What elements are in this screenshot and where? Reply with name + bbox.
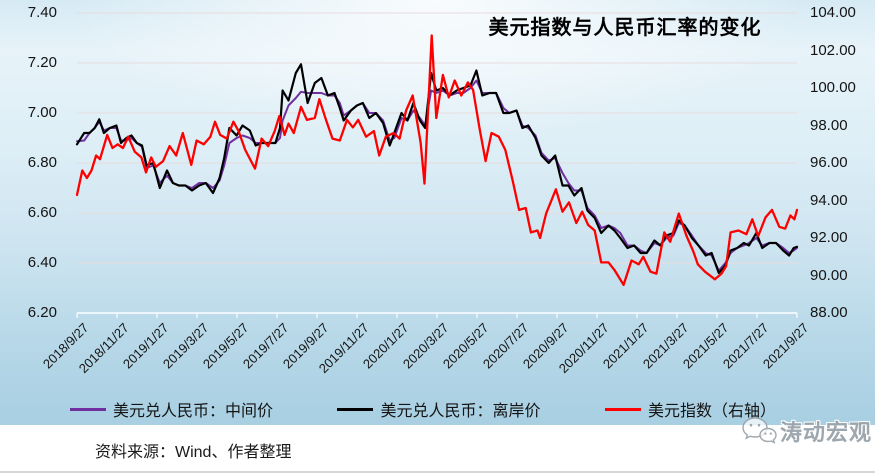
y-axis-label-right: 88.00 <box>810 304 848 321</box>
series-line-1 <box>75 63 799 275</box>
legend-line-purple <box>70 407 106 411</box>
legend: 美元兑人民币：中间价 美元兑人民币：离岸价 美元指数（右轴） <box>70 398 776 420</box>
legend-item-offshore: 美元兑人民币：离岸价 <box>337 397 541 421</box>
plot-svg <box>75 12 799 287</box>
y-axis-label-left: 7.20 <box>27 54 57 71</box>
y-axis-label-right: 94.00 <box>810 191 848 209</box>
legend-line-red <box>604 407 641 411</box>
y-axis-label-left: 6.20 <box>27 304 57 321</box>
y-axis-label-left: 6.80 <box>27 154 57 171</box>
y-axis-label-right: 90.00 <box>810 266 848 284</box>
y-axis-label-right: 92.00 <box>810 229 848 246</box>
y-axis-label-right: 104.00 <box>810 4 856 21</box>
legend-label: 美元指数（右轴） <box>647 403 776 420</box>
legend-item-midprice: 美元兑人民币：中间价 <box>70 397 273 421</box>
wechat-icon <box>742 417 777 444</box>
y-axis-label-right: 100.00 <box>810 79 856 96</box>
watermark-text: 涛动宏观 <box>779 420 872 445</box>
y-axis-label-right: 102.00 <box>810 41 856 59</box>
y-axis-label-left: 6.60 <box>27 204 57 221</box>
watermark: 涛动宏观 <box>741 415 872 447</box>
source-note: 资料来源：Wind、作者整理 <box>95 444 292 461</box>
legend-label: 美元兑人民币：中间价 <box>113 403 274 420</box>
y-axis-label-right: 96.00 <box>810 154 848 171</box>
y-axis-label-left: 6.40 <box>27 254 57 271</box>
y-axis-label-right: 98.00 <box>810 116 848 134</box>
legend-line-black <box>337 407 374 411</box>
y-axis-label-left: 7.40 <box>27 4 57 21</box>
series-line-2 <box>75 34 799 287</box>
chart-area: 美元指数与人民币汇率的变化 7.40 7.20 7.00 6.80 6.60 6.40 6.… <box>0 0 875 425</box>
legend-item-dxy: 美元指数（右轴） <box>604 397 776 421</box>
bottom-divider <box>0 471 875 473</box>
y-axis-label-left: 7.00 <box>27 104 57 121</box>
legend-label: 美元兑人民币：离岸价 <box>380 403 541 420</box>
chart-title: 美元指数与人民币汇率的变化 <box>488 17 762 39</box>
